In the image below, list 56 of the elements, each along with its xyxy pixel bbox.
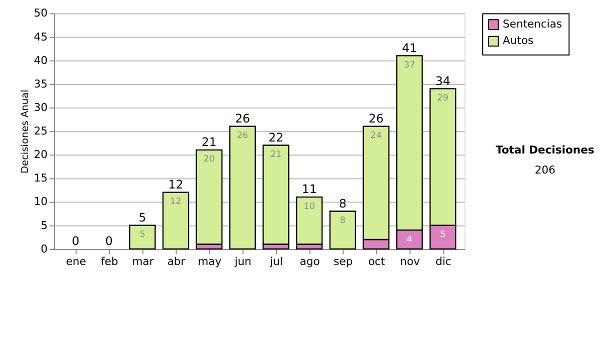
- bar: [129, 224, 156, 250]
- x-tick-label: abr: [167, 255, 186, 268]
- total-label: 22: [268, 130, 284, 144]
- total-label: 26: [235, 111, 250, 126]
- total-label: 8: [338, 196, 346, 210]
- x-tick-label: jul: [269, 255, 283, 268]
- y-tick-label: 30: [34, 100, 48, 114]
- y-tick-label: 20: [34, 148, 48, 162]
- data-label: 5: [440, 230, 446, 240]
- data-label: 21: [270, 150, 282, 160]
- x-tick-label: jun: [234, 255, 252, 268]
- total-label: 5: [138, 210, 146, 224]
- x-tick-label: oct: [368, 255, 385, 268]
- data-label: 5: [140, 230, 146, 240]
- text: Total Decisiones: [496, 144, 594, 157]
- x-tick-label: ago: [300, 255, 320, 268]
- y-tick-label: 50: [34, 6, 48, 20]
- total-label: 34: [435, 74, 450, 88]
- x-tick-label: may: [198, 255, 222, 268]
- x-tick-label: sep: [334, 255, 353, 268]
- y-tick-label: 45: [34, 30, 48, 44]
- text: 206: [534, 163, 556, 176]
- y-axis-title: Decisiones Anual: [20, 90, 31, 174]
- x-tick-label: nov: [400, 255, 421, 268]
- x-tick-label: mar: [132, 255, 154, 268]
- total-label: 12: [168, 177, 184, 192]
- data-label: 24: [370, 131, 382, 142]
- total-label: 21: [202, 135, 217, 150]
- legend-label: Sentencias: [502, 18, 562, 31]
- bar: [162, 192, 190, 250]
- y-tick-label: 25: [34, 124, 48, 138]
- data-label: 8: [340, 216, 346, 226]
- x-tick-label: dic: [435, 255, 452, 268]
- y-tick-label: 10: [34, 195, 48, 208]
- y-tick-label: 40: [34, 54, 48, 67]
- total-label: 11: [302, 182, 317, 196]
- legend-label: Autos: [502, 34, 534, 48]
- data-label: 26: [236, 131, 249, 142]
- x-tick-label: feb: [100, 255, 118, 268]
- bar: [229, 126, 256, 250]
- bar: [329, 210, 356, 250]
- total-label: 0: [105, 234, 113, 248]
- data-label: 37: [404, 60, 416, 70]
- total-label: 0: [72, 234, 80, 248]
- data-label: 20: [204, 154, 216, 165]
- data-label: 29: [437, 93, 448, 104]
- y-tick-label: 0: [40, 242, 48, 256]
- y-tick-label: 15: [34, 172, 48, 185]
- data-label: 12: [170, 197, 182, 208]
- total-label: 41: [402, 40, 417, 55]
- y-tick-label: 5: [40, 218, 48, 232]
- data-label: 4: [406, 234, 413, 245]
- data-label: 10: [304, 202, 316, 212]
- x-tick-label: ene: [66, 255, 87, 268]
- y-tick-label: 35: [34, 77, 48, 90]
- total-label: 26: [368, 111, 384, 126]
